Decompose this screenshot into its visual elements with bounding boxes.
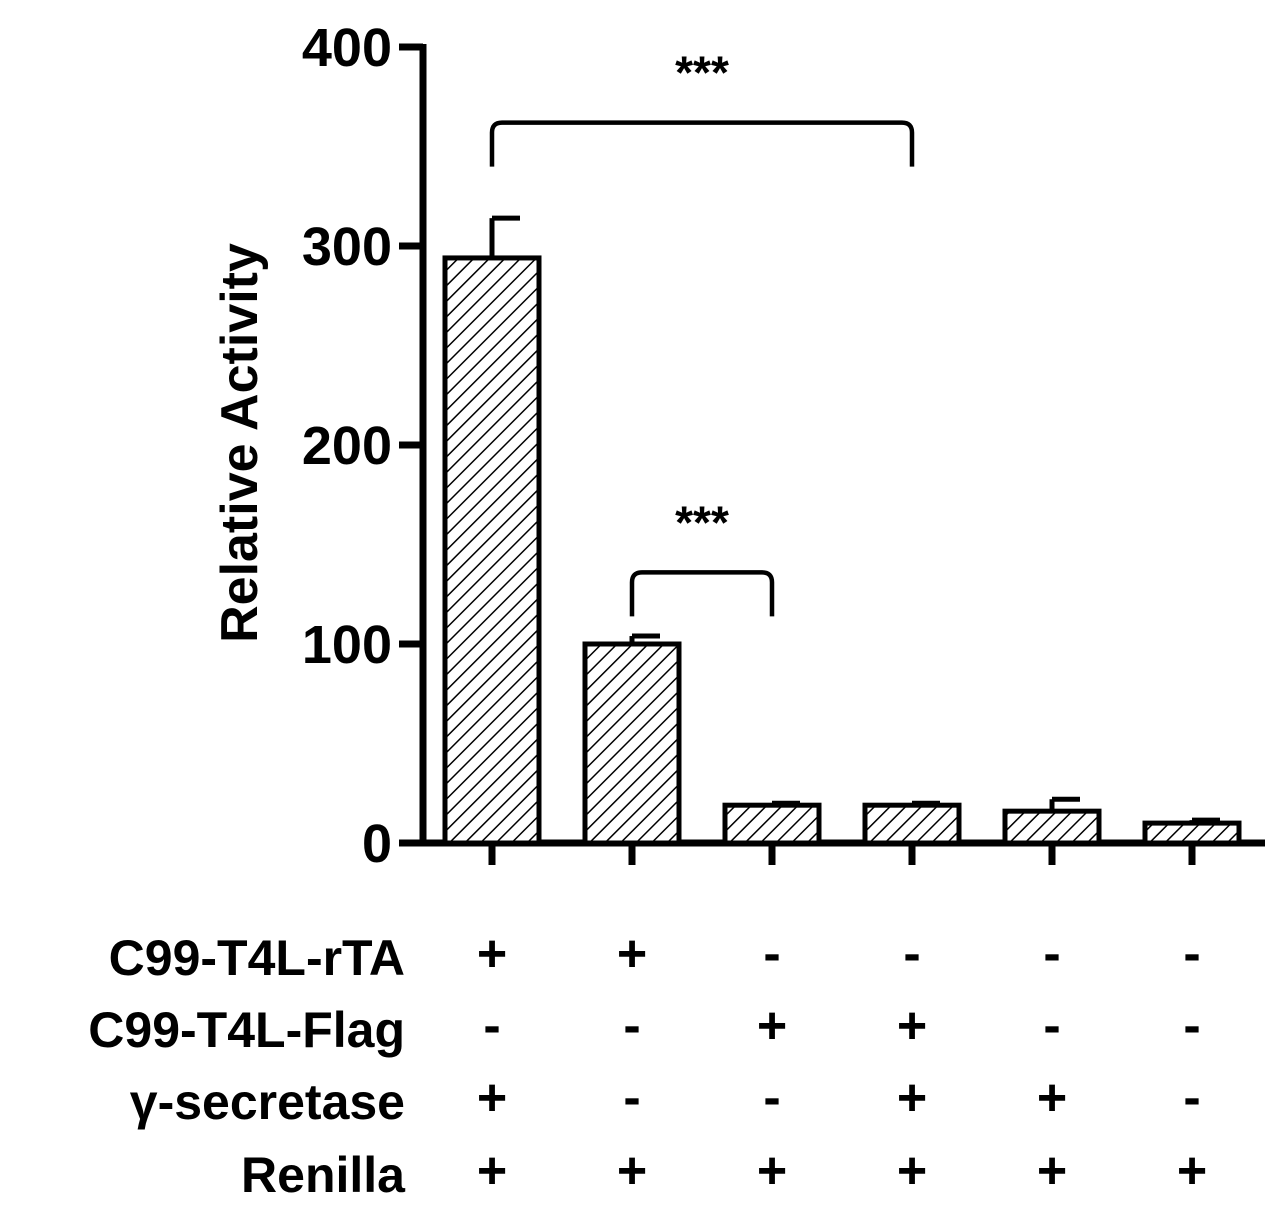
axes: 0 100 200 300 400 — [302, 18, 1265, 874]
condition-table: C99-T4L-rTA + + - - - - C99-T4L-Flag - - + + - - γ-sec… — [88, 925, 1207, 1203]
bar — [442, 255, 542, 846]
y-tick-label: 400 — [302, 18, 392, 78]
y-tick-label: 0 — [362, 814, 392, 874]
bar — [1142, 820, 1242, 846]
bar — [582, 641, 682, 846]
bar — [862, 802, 962, 846]
condition-sign: - — [1183, 925, 1200, 983]
condition-sign: + — [1037, 1069, 1067, 1127]
significance-bracket — [489, 120, 915, 167]
significance-label: *** — [675, 47, 729, 99]
condition-sign: - — [1043, 925, 1060, 983]
condition-sign: + — [1037, 1142, 1067, 1200]
condition-sign: + — [1177, 1142, 1207, 1200]
condition-sign: + — [897, 1142, 927, 1200]
bars — [442, 215, 1242, 846]
condition-sign: - — [483, 997, 500, 1055]
significance-label: *** — [675, 496, 729, 548]
condition-sign: + — [477, 925, 507, 983]
condition-sign: + — [897, 1069, 927, 1127]
condition-sign: - — [623, 997, 640, 1055]
condition-sign: - — [623, 1069, 640, 1127]
bar — [1002, 808, 1102, 846]
significance-brackets: *** *** — [489, 47, 915, 617]
condition-label: Renilla — [241, 1147, 406, 1203]
y-tick-label: 300 — [302, 217, 392, 277]
condition-sign: + — [897, 997, 927, 1055]
condition-label: C99-T4L-rTA — [109, 930, 405, 986]
condition-sign: + — [757, 1142, 787, 1200]
significance-bracket — [629, 570, 775, 617]
condition-sign: + — [617, 925, 647, 983]
y-tick-label: 200 — [302, 416, 392, 476]
y-tick-label: 100 — [302, 615, 392, 675]
condition-sign: - — [1183, 997, 1200, 1055]
condition-sign: - — [1183, 1069, 1200, 1127]
condition-sign: + — [477, 1142, 507, 1200]
condition-label: γ-secretase — [130, 1074, 405, 1130]
condition-sign: + — [617, 1142, 647, 1200]
condition-sign: - — [1043, 997, 1060, 1055]
bar — [722, 802, 822, 846]
condition-sign: - — [763, 925, 780, 983]
condition-sign: - — [763, 1069, 780, 1127]
y-axis-label: Relative Activity — [211, 243, 269, 643]
condition-sign: + — [477, 1069, 507, 1127]
condition-sign: - — [903, 925, 920, 983]
condition-label: C99-T4L-Flag — [88, 1002, 405, 1058]
condition-sign: + — [757, 997, 787, 1055]
